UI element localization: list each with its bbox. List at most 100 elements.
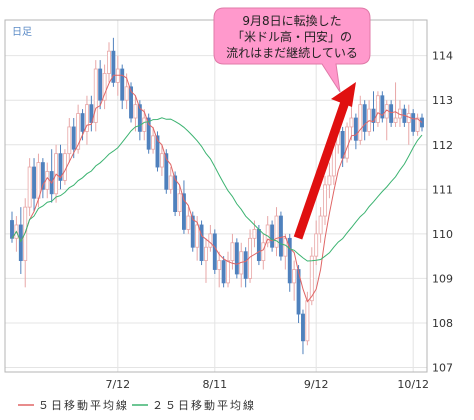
candle-body-down <box>301 313 305 342</box>
candle <box>159 144 164 176</box>
candle-body-up <box>309 255 314 302</box>
candle-body-down <box>353 117 358 141</box>
candle <box>133 95 138 132</box>
candle-body-down <box>164 153 169 190</box>
candle-body-up <box>67 126 72 155</box>
candle <box>151 126 156 154</box>
candle-body-up <box>345 126 349 159</box>
candle <box>181 180 186 234</box>
candle-body-up <box>142 117 147 132</box>
candle-body-up <box>217 260 222 270</box>
candle-body-up <box>314 233 319 257</box>
candle-body-up <box>124 86 129 101</box>
candle <box>212 229 217 274</box>
candle-body-up <box>186 215 191 230</box>
candle <box>318 207 323 243</box>
candle <box>32 158 36 212</box>
corner-label: 日足 <box>12 26 32 38</box>
x-tick-label-7/12: 7/12 <box>105 378 130 391</box>
candle <box>265 216 270 248</box>
candle <box>234 238 239 279</box>
y-tick-label-108: 108 <box>432 317 453 330</box>
candle-body-up <box>305 300 310 342</box>
candle-body-up <box>177 193 182 212</box>
candle-body-up <box>151 135 156 150</box>
candle <box>58 144 63 190</box>
candle-body-up <box>159 153 164 168</box>
candle <box>301 309 305 355</box>
candle <box>40 158 45 199</box>
candle <box>353 113 358 150</box>
candle-body-up <box>358 104 363 141</box>
candle <box>177 184 182 217</box>
trend-arrow-shaft <box>293 100 350 240</box>
candle-body-up <box>133 104 138 119</box>
candle-body-down <box>129 86 133 119</box>
candle-body-up <box>62 153 67 181</box>
candle <box>186 207 191 234</box>
candle-body-down <box>155 135 160 168</box>
candle <box>411 109 416 136</box>
moving-average-lines <box>11 74 423 303</box>
candle <box>199 220 204 266</box>
candle-body-up <box>93 68 98 123</box>
y-tick-label-107: 107 <box>432 362 453 375</box>
candle <box>226 251 230 288</box>
candle-body-up <box>226 260 230 284</box>
candle <box>323 175 327 225</box>
candle-body-up <box>349 117 354 128</box>
candle-body-up <box>283 237 288 257</box>
candle <box>349 104 354 141</box>
trend-arrow <box>293 82 356 240</box>
candle <box>217 251 222 288</box>
candle <box>111 37 116 87</box>
candle-body-up <box>23 206 28 262</box>
candle-body-up <box>274 215 279 248</box>
candles <box>10 37 424 355</box>
candle-body-up <box>265 224 270 244</box>
trend-arrow-head <box>331 82 356 107</box>
y-tick-label-112: 112 <box>432 139 453 152</box>
candle-body-up <box>36 162 41 199</box>
candle <box>208 224 213 252</box>
candle-body-down <box>234 242 239 275</box>
candle-body-down <box>256 229 261 262</box>
candle-body-up <box>415 117 420 132</box>
candle <box>164 149 169 194</box>
candle-body-down <box>32 166 36 199</box>
candle-body-down <box>212 233 217 270</box>
candle <box>375 91 380 127</box>
y-tick-label-113: 113 <box>432 94 453 107</box>
candle <box>296 265 301 323</box>
candle <box>362 100 367 141</box>
x-tick-label-9/12: 9/12 <box>304 378 329 391</box>
candle <box>98 60 103 110</box>
candle-body-down <box>137 104 142 132</box>
callout-line-1: 9月8日に転換した <box>242 14 341 28</box>
candle-body-up <box>323 184 327 217</box>
candle <box>120 64 125 110</box>
candle <box>389 100 394 127</box>
y-tick-label-110: 110 <box>432 228 453 241</box>
candle <box>380 91 385 123</box>
candle <box>283 233 288 270</box>
candle <box>62 149 67 185</box>
candle-body-down <box>278 215 283 257</box>
candle <box>221 256 226 288</box>
candle-body-down <box>296 269 301 315</box>
legend-ma25-label: ２５日移動平均線 <box>152 398 256 412</box>
candle-body-up <box>318 215 323 235</box>
candle <box>129 82 133 123</box>
candle <box>67 118 72 163</box>
candle <box>71 118 76 159</box>
candle <box>261 233 266 270</box>
y-tick-label-111: 111 <box>432 183 453 196</box>
callout-line-2: 「米ドル高・円安」の <box>232 29 352 44</box>
candle-body-up <box>85 104 89 132</box>
candle-body-down <box>120 68 125 101</box>
candle-body-down <box>89 104 94 123</box>
callout: 9月8日に転換した 「米ドル高・円安」の 流れはまだ継続している <box>213 7 371 93</box>
ma5-line <box>11 74 423 303</box>
